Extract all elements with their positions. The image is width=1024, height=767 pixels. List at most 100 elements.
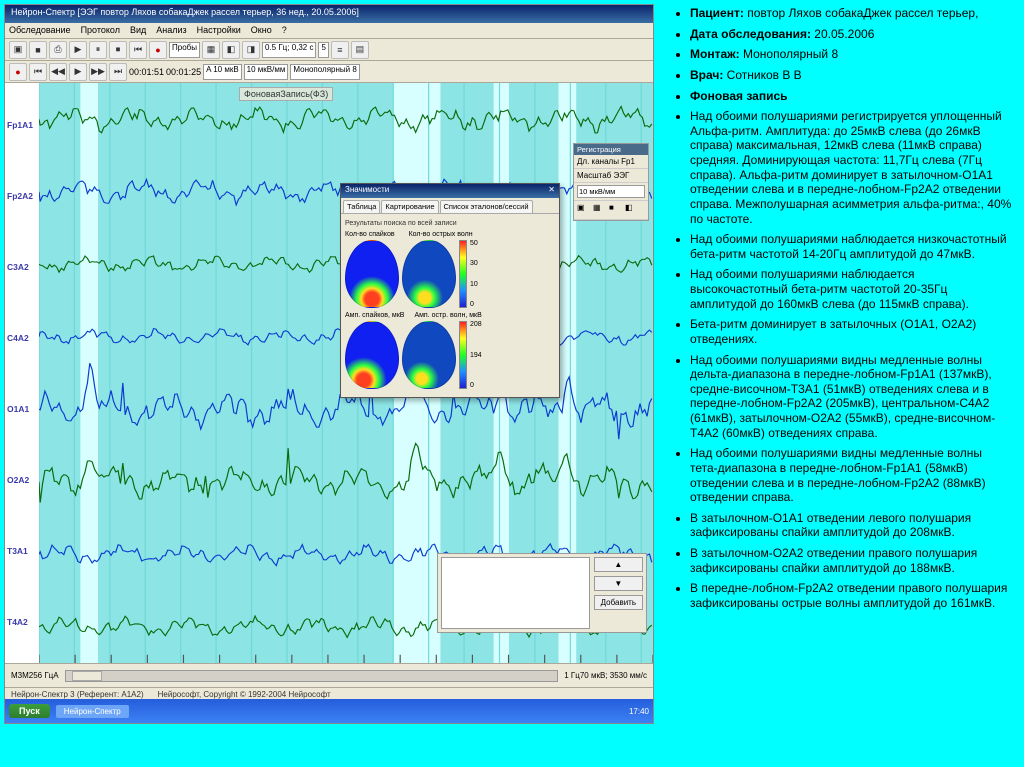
channel-label: C4A2 — [7, 333, 37, 343]
menu-item[interactable]: ? — [282, 25, 287, 35]
brainpanel-title: Значимости — [345, 185, 389, 197]
channel-label: C3A2 — [7, 262, 37, 272]
toolbar-2: ● ⏮ ◀◀ ▶ ▶▶ ⏭ 00:01:51 00:01:25 A 10 мкВ… — [5, 61, 653, 83]
brain-label: Кол-во спайков — [345, 231, 395, 238]
menu-item[interactable]: Анализ — [156, 25, 186, 35]
down-button[interactable]: ▼ — [594, 576, 643, 591]
tool-icon[interactable]: ◧ — [222, 41, 240, 59]
open-icon[interactable]: ▣ — [9, 41, 27, 59]
menu-item[interactable]: Вид — [130, 25, 146, 35]
scroll-label: 70 мкВ; 35 — [580, 671, 619, 680]
menu-item[interactable]: Окно — [251, 25, 272, 35]
note-textarea[interactable] — [441, 557, 590, 629]
channel-label: Fp1A1 — [7, 120, 37, 130]
cbar-label: 0 — [470, 301, 486, 308]
step-back-icon[interactable]: ◀◀ — [49, 63, 67, 81]
skip-prev-icon[interactable]: ⏮ — [29, 63, 47, 81]
channel-label: O2A2 — [7, 475, 37, 485]
taskbar-tray: 17:40 — [629, 707, 649, 716]
report-bullet: Фоновая запись — [690, 89, 1012, 104]
play-icon[interactable]: ▶ — [69, 41, 87, 59]
report-bullet: Над обоими полушариями видны медленные в… — [690, 353, 1012, 441]
bottom-note-panel: ▲ ▼ Добавить — [437, 553, 647, 633]
cbar-label: 30 — [470, 260, 486, 267]
channel-labels: Fp1A1 Fp2A2 C3A2 C4A2 O1A1 O2A2 T3A1 T4A… — [5, 83, 39, 663]
menu-item[interactable]: Обследование — [9, 25, 71, 35]
report-bullet: Над обоими полушариями наблюдается высок… — [690, 267, 1012, 311]
tool-icon[interactable]: ▤ — [351, 41, 369, 59]
window-title: Нейрон-Спектр [ЭЭГ повтор Ляхов собакаДж… — [5, 5, 653, 23]
cbar-label: 208 — [470, 321, 486, 328]
add-button[interactable]: Добавить — [594, 595, 643, 610]
probe-select[interactable]: Пробы — [169, 42, 200, 58]
filter-select[interactable]: 0.5 Гц; 0,32 с — [262, 42, 317, 58]
skip-next-icon[interactable]: ⏭ — [109, 63, 127, 81]
report-text: Пациент: повтор Ляхов собакаДжек рассел … — [658, 0, 1024, 767]
scroll-label: 1 Гц — [564, 671, 580, 680]
scroll-strip[interactable]: M3M 256 Гц A 1 Гц 70 мкВ; 35 30 мм/с — [5, 663, 653, 687]
pause-icon[interactable]: ⏸ — [89, 41, 107, 59]
save-icon[interactable]: ■ — [29, 41, 47, 59]
menubar[interactable]: Обследование Протокол Вид Анализ Настройки Ок… — [5, 23, 653, 39]
brainpanel-tabs[interactable]: Таблица Картирование Список эталонов/сес… — [341, 198, 559, 214]
colorbar — [459, 321, 467, 389]
dock-btn-icon[interactable]: ◧ — [625, 203, 639, 217]
stop-icon[interactable]: ⏹ — [109, 41, 127, 59]
tab[interactable]: Таблица — [343, 200, 380, 213]
tab[interactable]: Список эталонов/сессий — [440, 200, 533, 213]
colorbar — [459, 240, 467, 308]
brain-map — [345, 321, 399, 389]
report-bullet: Монтаж: Монополярный 8 — [690, 47, 1012, 62]
step-fwd-icon[interactable]: ▶▶ — [89, 63, 107, 81]
scroll-label: 30 мм/с — [619, 671, 647, 680]
record-icon[interactable]: ● — [149, 41, 167, 59]
scrollbar-track[interactable] — [65, 670, 559, 682]
time-total: 00:01:25 — [166, 67, 201, 77]
report-bullet: В затылочном-O2A2 отведении правого полу… — [690, 546, 1012, 575]
tool-icon[interactable]: ▦ — [202, 41, 220, 59]
dock-btn-icon[interactable]: ■ — [609, 203, 623, 217]
dock-btn-icon[interactable]: ▦ — [593, 203, 607, 217]
tool-icon[interactable]: ≡ — [331, 41, 349, 59]
channel-label: O1A1 — [7, 404, 37, 414]
brain-map — [345, 240, 399, 308]
menu-item[interactable]: Настройки — [197, 25, 241, 35]
dock-item: Масштаб ЭЭГ — [574, 169, 648, 183]
play2-icon[interactable]: ▶ — [69, 63, 87, 81]
scale-a-select[interactable]: A 10 мкВ — [203, 64, 242, 80]
fb-label: ФоноваяЗапись(ФЗ) — [239, 87, 333, 101]
scrollbar-thumb[interactable] — [72, 671, 102, 681]
report-bullet: Бета-ритм доминирует в затылочных (O1A1,… — [690, 317, 1012, 346]
print-icon[interactable]: ⎙ — [49, 41, 67, 59]
up-button[interactable]: ▲ — [594, 557, 643, 572]
report-bullet: Над обоими полушариями видны медленные в… — [690, 446, 1012, 505]
menu-item[interactable]: Протокол — [81, 25, 120, 35]
rewind-icon[interactable]: ⏮ — [129, 41, 147, 59]
channel-label: T4A2 — [7, 617, 37, 627]
dock-panel: Регистрация Дл. каналы Fp1 Масштаб ЭЭГ 1… — [573, 143, 649, 221]
num-select[interactable]: 5 — [318, 42, 328, 58]
start-button[interactable]: Пуск — [9, 704, 50, 718]
brain-label: Амп. спайков, мкВ — [345, 312, 404, 319]
brain-map-panel[interactable]: Значимости ✕ Таблица Картирование Список … — [340, 183, 560, 398]
close-icon[interactable]: ✕ — [548, 185, 555, 197]
dock-btn-icon[interactable]: ▣ — [577, 203, 591, 217]
channel-label: Fp2A2 — [7, 191, 37, 201]
report-bullet: В передне-лобном-Fp2A2 отведении правого… — [690, 581, 1012, 610]
montage-select[interactable]: Монополярный 8 — [290, 64, 359, 80]
tool-icon[interactable]: ◨ — [242, 41, 260, 59]
scroll-label: 256 Гц — [29, 671, 53, 680]
rec-icon[interactable]: ● — [9, 63, 27, 81]
cbar-label: 10 — [470, 281, 486, 288]
brain-map — [402, 321, 456, 389]
report-bullet: Дата обследования: 20.05.2006 — [690, 27, 1012, 42]
dock-title: Регистрация — [574, 144, 648, 155]
dock-item: Дл. каналы Fp1 — [574, 155, 648, 169]
channel-label: T3A1 — [7, 546, 37, 556]
brain-label: Кол-во острых волн — [409, 231, 473, 238]
scale-b-select[interactable]: 10 мкВ/мм — [244, 64, 289, 80]
tab[interactable]: Картирование — [381, 200, 438, 213]
taskbar-app-button[interactable]: Нейрон-Спектр — [56, 705, 129, 718]
time-pos: 00:01:51 — [129, 67, 164, 77]
dock-combo[interactable]: 10 мкВ/мм — [577, 185, 645, 198]
